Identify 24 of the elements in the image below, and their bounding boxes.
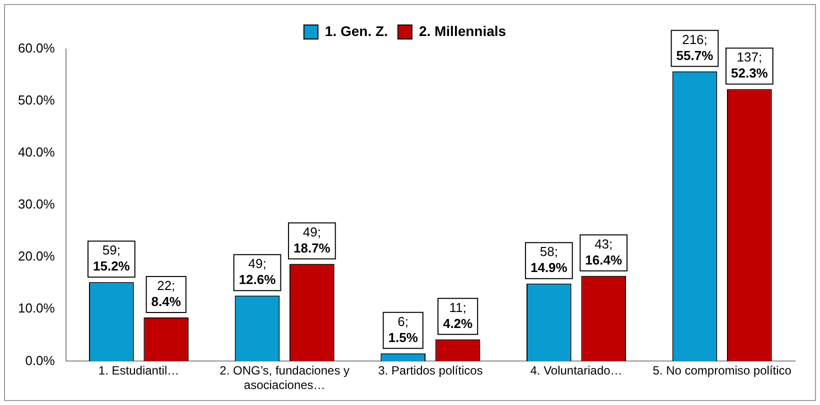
data-label: 58; 14.9% <box>530 244 568 276</box>
legend-label: 2. Millennials <box>418 22 506 39</box>
data-label: 22; 8.4% <box>151 278 182 310</box>
x-tick-label: 4. Voluntariado… <box>530 364 622 378</box>
y-tick-label: 10.0% <box>18 300 56 316</box>
x-tick-label: 5. No compromiso político <box>652 364 792 378</box>
x-tick-label: 1. Estudiantil… <box>98 364 180 378</box>
data-label: 43; 16.4% <box>585 236 622 268</box>
y-tick-label: 60.0% <box>18 40 56 56</box>
y-tick-label: 0.0% <box>25 352 56 368</box>
data-label: 49; 18.7% <box>294 224 331 256</box>
data-label: 11; 4.2% <box>442 300 474 331</box>
data-label: 49; 12.6% <box>238 256 276 288</box>
y-tick-label: 50.0% <box>18 92 56 108</box>
x-tick-label: 2. ONG’s, fundaciones y asociaciones… <box>220 364 350 392</box>
x-tick-label: 3. Partidos políticos <box>378 364 483 378</box>
data-label: 137; 52.3% <box>730 50 768 81</box>
y-tick-label: 20.0% <box>18 248 56 264</box>
legend-label: 1. Gen. Z. <box>324 22 388 39</box>
data-label: 216; 55.7% <box>676 32 714 63</box>
data-label: 6; 1.5% <box>388 314 418 345</box>
y-tick-label: 30.0% <box>18 196 56 212</box>
y-tick-label: 40.0% <box>18 144 56 160</box>
data-label: 59; 15.2% <box>92 242 130 274</box>
